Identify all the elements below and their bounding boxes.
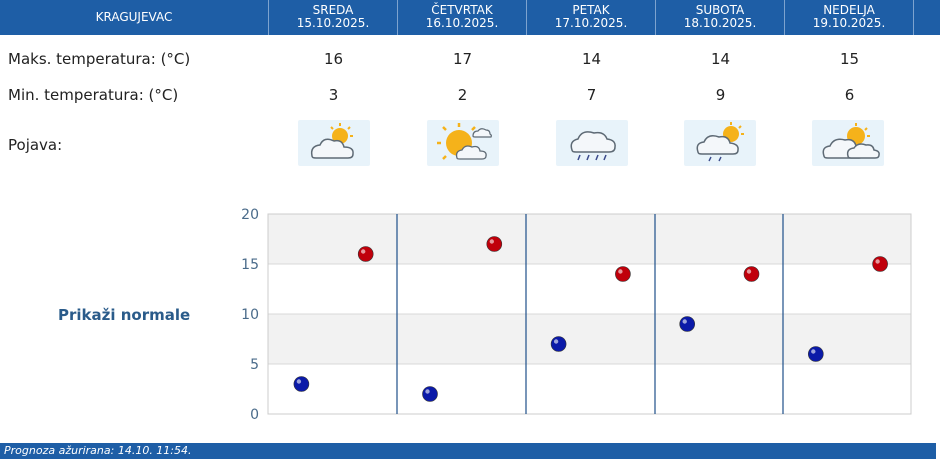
day-date: 15.10.2025. bbox=[296, 16, 370, 30]
point-highlight bbox=[361, 249, 366, 254]
city-name: KRAGUJEVAC bbox=[95, 10, 173, 24]
day-header: SUBOTA 18.10.2025. bbox=[656, 0, 784, 35]
header-divider bbox=[913, 0, 914, 35]
y-tick-label: 5 bbox=[250, 357, 259, 373]
day-name: PETAK bbox=[572, 3, 610, 17]
day-name: ČETVRTAK bbox=[431, 3, 493, 17]
forecast-header: KRAGUJEVAC SREDA 15.10.2025. ČETVRTAK 16… bbox=[0, 0, 940, 35]
mostly-sunny-icon bbox=[427, 120, 499, 166]
point-highlight bbox=[553, 339, 559, 344]
day-name: NEDELJA bbox=[823, 3, 875, 17]
max-temp-point[interactable] bbox=[872, 256, 888, 272]
header-divider bbox=[526, 0, 527, 35]
grid-band bbox=[268, 214, 911, 264]
header-divider bbox=[268, 0, 269, 35]
cloud-sun-light-rain-icon bbox=[684, 120, 756, 166]
day-name: SUBOTA bbox=[695, 3, 745, 17]
day-date: 18.10.2025. bbox=[683, 16, 757, 30]
day-date: 19.10.2025. bbox=[812, 16, 886, 30]
min-temp-label: Min. temperatura: (°C) bbox=[8, 86, 179, 104]
day-header: PETAK 17.10.2025. bbox=[527, 0, 655, 35]
day-name: SREDA bbox=[312, 3, 354, 17]
min-temp-point[interactable] bbox=[422, 386, 438, 402]
day-header: SREDA 15.10.2025. bbox=[269, 0, 397, 35]
y-tick-label: 20 bbox=[241, 207, 259, 223]
min-temp-value: 6 bbox=[844, 86, 855, 104]
temperature-chart: 0 5 10 15 20 bbox=[241, 207, 912, 423]
plot-frame bbox=[267, 213, 912, 415]
max-temp-point[interactable] bbox=[486, 236, 503, 252]
min-temp-point[interactable] bbox=[550, 336, 567, 352]
max-temp-value: 14 bbox=[581, 50, 602, 68]
point-highlight bbox=[746, 269, 752, 274]
header-divider bbox=[655, 0, 656, 35]
max-temp-value: 16 bbox=[323, 50, 344, 68]
header-divider bbox=[397, 0, 398, 35]
point-highlight bbox=[618, 269, 623, 274]
y-tick-label: 15 bbox=[241, 257, 259, 273]
show-normals-link[interactable]: Prikaži normale bbox=[58, 306, 191, 324]
point-highlight bbox=[811, 349, 816, 354]
max-temp-point[interactable] bbox=[743, 266, 760, 282]
min-temp-value: 7 bbox=[586, 86, 597, 104]
sun-behind-clouds-icon bbox=[812, 120, 884, 166]
rain-cloud-icon bbox=[556, 120, 628, 166]
max-temp-value: 17 bbox=[452, 50, 473, 68]
min-temp-point[interactable] bbox=[679, 316, 696, 332]
day-header: ČETVRTAK 16.10.2025. bbox=[398, 0, 526, 35]
phenomenon-label: Pojava: bbox=[8, 136, 63, 154]
header-divider bbox=[784, 0, 785, 35]
point-highlight bbox=[425, 389, 430, 394]
point-highlight bbox=[296, 379, 302, 384]
day-date: 16.10.2025. bbox=[425, 16, 499, 30]
day-date: 17.10.2025. bbox=[554, 16, 628, 30]
min-temp-value: 2 bbox=[457, 86, 468, 104]
max-temp-label: Maks. temperatura: (°C) bbox=[8, 50, 191, 68]
max-temp-point[interactable] bbox=[615, 266, 631, 282]
forecast-updated-footer: Prognoza ažurirana: 14.10. 11:54. bbox=[0, 443, 936, 459]
max-temp-point[interactable] bbox=[357, 246, 374, 262]
max-temp-value: 15 bbox=[839, 50, 860, 68]
y-tick-label: 0 bbox=[250, 407, 259, 423]
point-highlight bbox=[682, 319, 687, 324]
partly-cloudy-icon bbox=[298, 120, 370, 166]
point-highlight bbox=[875, 259, 880, 264]
max-temp-value: 14 bbox=[710, 50, 731, 68]
day-header: NEDELJA 19.10.2025. bbox=[785, 0, 913, 35]
grid-band bbox=[268, 314, 911, 364]
y-tick-label: 10 bbox=[241, 307, 259, 323]
min-temp-point[interactable] bbox=[293, 376, 310, 392]
min-temp-value: 3 bbox=[328, 86, 339, 104]
min-temp-point[interactable] bbox=[807, 346, 824, 362]
point-highlight bbox=[489, 239, 494, 244]
min-temp-value: 9 bbox=[715, 86, 726, 104]
